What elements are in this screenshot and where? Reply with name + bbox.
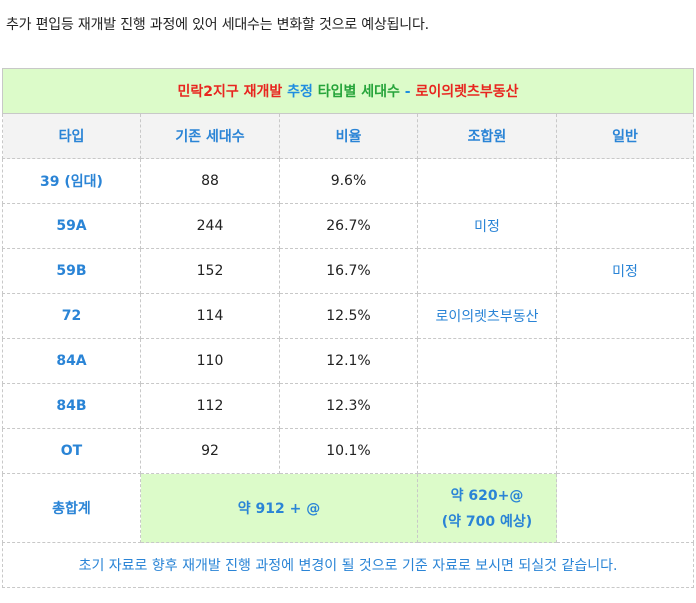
row-ratio: 12.1% (279, 338, 418, 384)
row-union: 로이의렛츠부동산 (417, 293, 557, 339)
row-type: OT (2, 428, 141, 474)
row-union (417, 338, 557, 384)
table-row: 59B 152 16.7% 미정 (2, 248, 695, 294)
table-note: 초기 자료로 향후 재개발 진행 과정에 변경이 될 것으로 기준 자료로 보시… (1, 542, 695, 588)
title-estimate: 추정 (287, 84, 313, 100)
row-general (555, 383, 695, 429)
row-type: 84B (2, 383, 141, 429)
row-ratio: 26.7% (279, 203, 418, 249)
row-general (555, 428, 695, 474)
header-union: 조합원 (417, 113, 557, 159)
row-union (417, 248, 557, 294)
table-row: 72 114 12.5% 로이의렛츠부동산 (2, 293, 695, 339)
row-count: 92 (140, 428, 280, 474)
row-ratio: 16.7% (279, 248, 418, 294)
header-row: 타입 기존 세대수 비율 조합원 일반 (2, 113, 695, 159)
table-row: 84A 110 12.1% (2, 338, 695, 384)
title-area: 민락2지구 재개발 (177, 84, 283, 100)
row-count: 152 (140, 248, 280, 294)
row-type: 84A (2, 338, 141, 384)
row-general: 미정 (555, 248, 695, 294)
row-count: 88 (140, 158, 280, 204)
title-brand: 로이의렛츠부동산 (415, 84, 519, 100)
row-general (555, 203, 695, 249)
row-type: 39 (임대) (2, 158, 141, 204)
row-type: 72 (2, 293, 141, 339)
row-ratio: 12.5% (279, 293, 418, 339)
row-ratio: 9.6% (279, 158, 418, 204)
table-row: 39 (임대) 88 9.6% (2, 158, 695, 204)
note-row: 초기 자료로 향후 재개발 진행 과정에 변경이 될 것으로 기준 자료로 보시… (1, 542, 695, 588)
total-union: 약 620+@ (약 700 예상) (417, 473, 557, 543)
table-row: 84B 112 12.3% (2, 383, 695, 429)
header-ratio: 비율 (279, 113, 418, 159)
row-general (555, 158, 695, 204)
total-existing: 약 912 + @ (140, 473, 418, 543)
total-row: 총합계 약 912 + @ 약 620+@ (약 700 예상) (2, 473, 695, 543)
row-count: 114 (140, 293, 280, 339)
row-count: 244 (140, 203, 280, 249)
header-general: 일반 (555, 113, 695, 159)
row-ratio: 12.3% (279, 383, 418, 429)
table-title: 민락2지구 재개발 추정 타입별 세대수 - 로이의렛츠부동산 (1, 68, 695, 114)
row-general (555, 293, 695, 339)
table-row: OT 92 10.1% (2, 428, 695, 474)
row-type: 59B (2, 248, 141, 294)
row-type: 59A (2, 203, 141, 249)
row-general (555, 338, 695, 384)
title-type-count: 타입별 세대수 (317, 84, 400, 100)
title-dash: - (399, 84, 416, 100)
unit-count-table: 민락2지구 재개발 추정 타입별 세대수 - 로이의렛츠부동산 타입 기존 세대… (1, 68, 695, 588)
header-type: 타입 (2, 113, 141, 159)
row-union (417, 383, 557, 429)
table-title-row: 민락2지구 재개발 추정 타입별 세대수 - 로이의렛츠부동산 (1, 68, 695, 114)
header-existing: 기존 세대수 (140, 113, 280, 159)
table-row: 59A 244 26.7% 미정 (2, 203, 695, 249)
row-union (417, 158, 557, 204)
total-label: 총합계 (2, 473, 141, 543)
row-count: 110 (140, 338, 280, 384)
row-count: 112 (140, 383, 280, 429)
total-general (555, 473, 695, 543)
row-ratio: 10.1% (279, 428, 418, 474)
row-union: 미정 (417, 203, 557, 249)
total-union-line1: 약 620+@ (450, 488, 524, 504)
row-union (417, 428, 557, 474)
total-union-line2: (약 700 예상) (441, 514, 533, 530)
intro-text: 추가 편입등 재개발 진행 과정에 있어 세대수는 변화할 것으로 예상됩니다. (6, 17, 429, 33)
